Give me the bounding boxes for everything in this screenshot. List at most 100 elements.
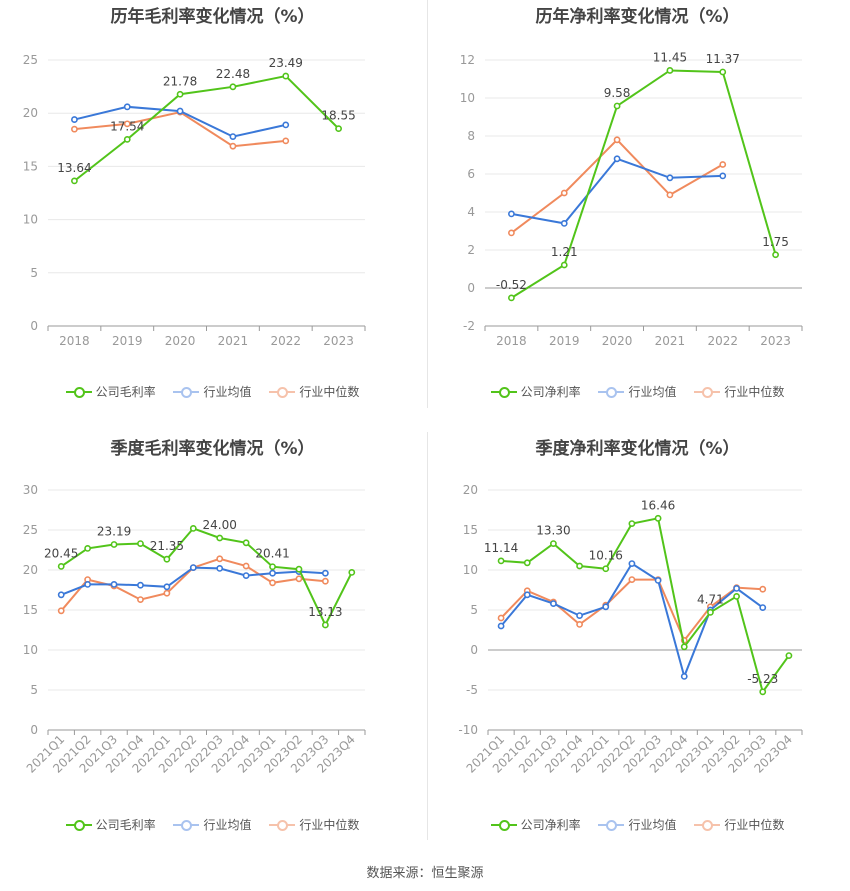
data-point-industry-median [497, 614, 505, 622]
data-point-company [137, 540, 144, 547]
y-tick-label: 5 [30, 266, 38, 280]
legend-company[interactable]: 公司净利率 [490, 816, 581, 833]
data-label: 11.45 [653, 50, 687, 64]
data-point-industry-median [282, 137, 290, 145]
data-point-industry-median [242, 562, 250, 570]
x-tick-label: 2019 [549, 334, 580, 348]
data-point-industry-avg [321, 569, 329, 577]
data-label: 4.71 [697, 592, 724, 606]
data-point-industry-avg [71, 116, 78, 123]
data-point-industry-avg [242, 572, 250, 579]
legend-industry-median[interactable]: 行业中位数 [269, 816, 359, 833]
legend-industry-median[interactable]: 行业中位数 [694, 383, 784, 400]
x-tick-label: 2019 [112, 334, 143, 348]
data-label: 9.58 [604, 86, 631, 100]
y-tick-label: 5 [470, 603, 478, 617]
data-point-industry-median [759, 585, 767, 593]
y-tick-label: 10 [23, 213, 38, 227]
y-tick-label: 20 [23, 106, 38, 120]
y-tick-label: 20 [23, 563, 38, 577]
legend-label: 行业中位数 [724, 818, 785, 832]
data-point-company [628, 520, 636, 527]
data-point-industry-avg [216, 564, 224, 572]
x-tick-label: 2023 [323, 334, 354, 348]
data-point-industry-median [216, 555, 224, 563]
data-label: 23.49 [269, 56, 303, 70]
data-point-industry-avg [508, 210, 515, 218]
data-point-industry-avg [719, 172, 727, 180]
data-point-industry-median [71, 125, 78, 133]
data-point-industry-median [295, 575, 303, 583]
series-line-company [73, 74, 340, 182]
data-point-company [163, 555, 171, 563]
data-point-industry-median [508, 229, 515, 237]
legend-label: 行业中位数 [299, 385, 360, 399]
data-label: 1.75 [762, 235, 789, 249]
chart-legend: 公司净利率 行业均值 行业中位数 [425, 383, 850, 401]
data-label: 11.37 [706, 52, 740, 66]
data-point-company [189, 525, 197, 532]
legend-label: 行业中位数 [299, 818, 360, 832]
data-point-company [785, 652, 793, 659]
data-label: 24.00 [203, 518, 237, 532]
data-label: 20.41 [255, 547, 289, 561]
data-point-industry-median [560, 189, 568, 197]
data-point-industry-avg [613, 155, 621, 163]
y-tick-label: 15 [23, 603, 38, 617]
y-tick-label: 2 [467, 243, 475, 257]
data-label: 13.64 [57, 161, 91, 175]
chart-title: 历年净利率变化情况（%） [535, 7, 740, 27]
legend-company[interactable]: 公司毛利率 [65, 383, 156, 400]
y-tick-label: 6 [467, 167, 475, 181]
data-point-industry-median [613, 136, 621, 144]
legend-industry-median[interactable]: 行业中位数 [694, 816, 784, 833]
y-tick-label: -5 [466, 683, 478, 697]
x-tick-label: 2023 [760, 334, 791, 348]
legend-company[interactable]: 公司净利率 [490, 383, 581, 400]
data-label: 18.55 [321, 109, 355, 123]
quarterly-gross-margin-chart: 0510152025302021Q12021Q22021Q32021Q42022… [23, 483, 366, 776]
y-tick-label: 0 [470, 643, 478, 657]
legend-industry-avg[interactable]: 行业均值 [173, 816, 252, 833]
data-point-industry-avg [57, 591, 65, 599]
series-line-company [510, 69, 777, 299]
data-point-company [719, 68, 727, 76]
legend-label: 行业中位数 [724, 385, 785, 399]
chart-title: 历年毛利率变化情况（%） [110, 7, 315, 27]
y-tick-label: 20 [463, 483, 478, 497]
series-line-industry-avg [511, 157, 723, 225]
data-point-industry-avg [137, 581, 144, 589]
legend-industry-avg[interactable]: 行业均值 [598, 383, 677, 400]
annual-gross-margin-chart: 0 5 10 15 20 25 2018 2019 2020 2021 2022 2023 13.64 1… [23, 53, 366, 348]
y-tick-label: 25 [23, 53, 38, 67]
data-label: 11.14 [484, 541, 518, 555]
data-point-company [666, 67, 674, 74]
data-point-industry-avg [497, 622, 505, 630]
legend-company[interactable]: 公司毛利率 [65, 816, 156, 833]
data-point-company [84, 545, 92, 552]
legend-label: 公司净利率 [520, 385, 581, 399]
data-point-company [71, 177, 78, 185]
data-point-company [680, 643, 688, 651]
y-tick-label: -10 [458, 723, 478, 737]
data-label: 20.45 [44, 546, 78, 560]
chart-title: 季度毛利率变化情况（%） [110, 439, 315, 459]
legend-industry-avg[interactable]: 行业均值 [598, 816, 677, 833]
x-tick-label: 2018 [496, 334, 527, 348]
data-label: 10.16 [589, 549, 623, 563]
data-label: 13.13 [308, 605, 342, 619]
legend-industry-avg[interactable]: 行业均值 [173, 383, 252, 400]
legend-industry-median[interactable]: 行业中位数 [269, 383, 359, 400]
legend-label: 行业均值 [203, 818, 252, 832]
chart-legend: 公司毛利率 行业均值 行业中位数 [0, 383, 425, 401]
y-tick-label: 10 [463, 563, 478, 577]
data-point-company [229, 83, 237, 91]
data-point-company [560, 261, 568, 269]
annual-gross-margin-panel: 历年毛利率变化情况（%） 0 5 10 15 20 25 2018 2019 2020 2021 2… [0, 0, 425, 430]
y-tick-label: -2 [463, 319, 475, 333]
data-point-company [282, 72, 290, 80]
y-tick-label: 8 [467, 129, 475, 143]
data-point-industry-avg [550, 600, 557, 607]
data-point-industry-avg [680, 672, 688, 680]
data-point-company [654, 514, 662, 522]
